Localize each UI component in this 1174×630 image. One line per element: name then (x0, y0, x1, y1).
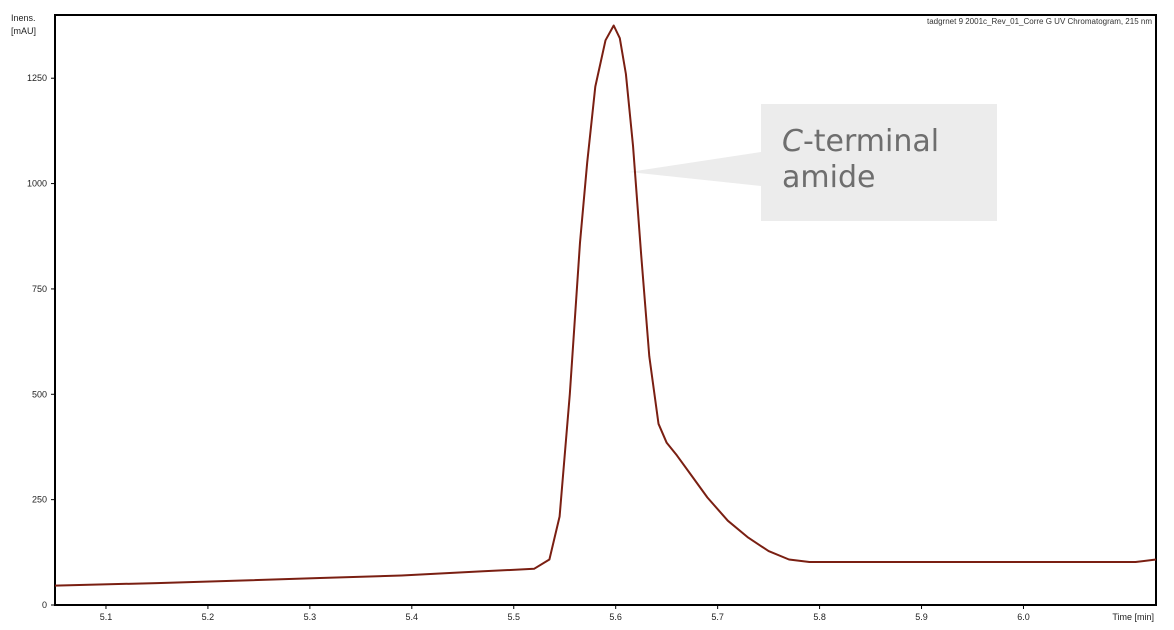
x-axis-ticks: 5.1 5.2 5.3 5.4 5.5 5.6 5.7 5.8 5.9 6.0 (100, 605, 1030, 622)
x-tick-label: 5.2 (202, 612, 215, 622)
x-tick-label: 5.5 (507, 612, 520, 622)
y-tick-label: 1250 (27, 73, 47, 83)
annotation-italic-c: C (782, 124, 803, 159)
x-tick-label: 5.3 (304, 612, 317, 622)
peak-annotation: C-terminal amide (761, 104, 997, 221)
x-tick-label: 5.9 (915, 612, 928, 622)
y-tick-label: 500 (32, 389, 47, 399)
y-tick-label: 750 (32, 284, 47, 294)
y-axis-label-line1: Inens. (11, 13, 36, 23)
y-axis-ticks: 0 250 500 750 1000 1250 (27, 73, 55, 610)
x-tick-label: 5.7 (711, 612, 724, 622)
x-axis-label: Time [min] (1112, 612, 1154, 622)
plot-frame (54, 14, 1157, 606)
x-tick-label: 5.8 (813, 612, 826, 622)
x-tick-label: 6.0 (1017, 612, 1030, 622)
series-line (54, 24, 1157, 587)
y-tick-label: 1000 (27, 179, 47, 189)
x-tick-label: 5.1 (100, 612, 113, 622)
annotation-line1: C-terminal (782, 124, 997, 160)
file-label: tadgrnet 9 2001c_Rev_01_Corre G UV Chrom… (927, 17, 1152, 26)
annotation-line2: amide (782, 160, 876, 195)
annotation-rest: -terminal (802, 124, 940, 159)
callout-pointer (629, 152, 761, 186)
y-axis-label-line2: [mAU] (11, 26, 36, 36)
x-tick-label: 5.6 (609, 612, 622, 622)
y-tick-label: 0 (42, 600, 47, 610)
y-tick-label: 250 (32, 495, 47, 505)
x-tick-label: 5.4 (406, 612, 419, 622)
